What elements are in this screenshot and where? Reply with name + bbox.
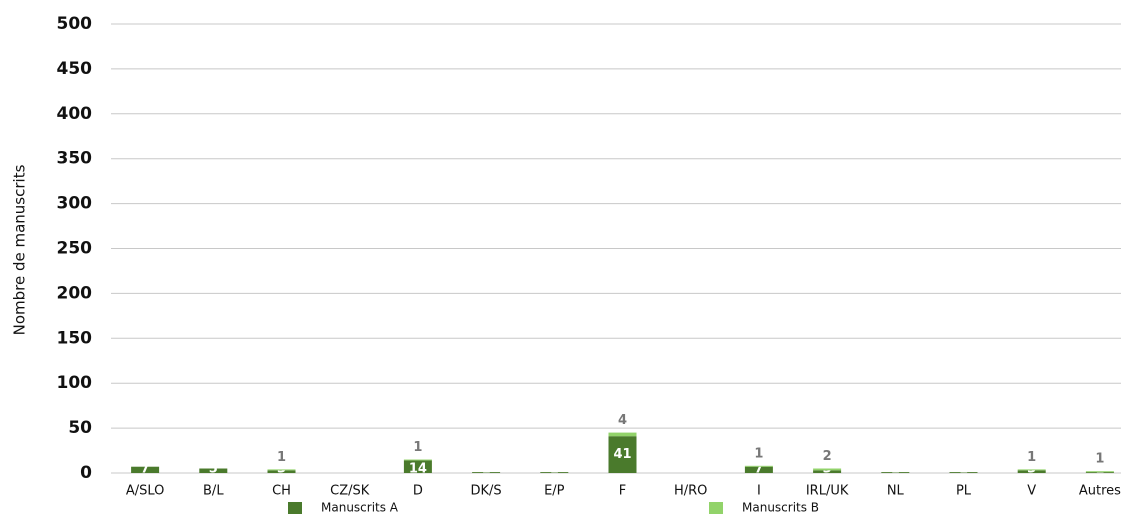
- x-tick-label: B/L: [203, 484, 224, 499]
- x-tick-label: IRL/UK: [806, 484, 849, 499]
- y-axis-label: Nombre de manuscrits: [11, 164, 29, 335]
- y-tick-label: 0: [80, 463, 92, 483]
- bar-segment: [608, 436, 637, 473]
- bar-segment: [881, 472, 910, 473]
- data-label: 1: [550, 462, 559, 477]
- y-tick-label: 500: [57, 14, 93, 34]
- bar-segment: [267, 470, 296, 473]
- data-label: 3: [277, 462, 286, 477]
- data-label: 4: [618, 413, 627, 428]
- data-label: 1: [1095, 462, 1104, 477]
- x-tick-label: NL: [887, 484, 905, 499]
- data-label: 41: [613, 447, 631, 462]
- x-tick-label: A/SLO: [126, 484, 165, 499]
- bar-segment: [1085, 472, 1114, 473]
- bar-segment: [199, 468, 228, 473]
- x-tick-label: CZ/SK: [330, 484, 370, 499]
- bar-segment: [1085, 471, 1114, 473]
- data-label: 1: [754, 446, 763, 461]
- data-label: 1: [482, 462, 491, 477]
- data-label: 1: [959, 462, 968, 477]
- bar-segment: [813, 468, 842, 471]
- legend-swatch: [288, 502, 302, 514]
- legend-label: Manuscrits A: [321, 501, 399, 515]
- bar-segment: [1017, 469, 1046, 471]
- data-label: 1: [891, 462, 900, 477]
- data-label: 3: [1027, 462, 1036, 477]
- data-label: 1: [1095, 452, 1104, 467]
- legend-swatch: [709, 502, 723, 514]
- legend-label: Manuscrits B: [742, 501, 819, 515]
- bar-segment: [813, 470, 842, 473]
- data-label: 14: [409, 462, 427, 477]
- data-label: 1: [413, 440, 422, 455]
- bar-segment: [267, 469, 296, 471]
- data-label: 1: [277, 450, 286, 465]
- y-tick-label: 200: [57, 283, 93, 303]
- bar-segment: [949, 472, 978, 473]
- data-label: 1: [1027, 450, 1036, 465]
- bar-segment: [608, 432, 637, 437]
- y-tick-label: 50: [68, 418, 92, 438]
- y-tick-label: 400: [57, 104, 93, 124]
- x-tick-label: H/RO: [674, 484, 707, 499]
- y-tick-label: 450: [57, 59, 93, 79]
- x-tick-label: Autres: [1079, 484, 1121, 499]
- bar-segment: [540, 472, 569, 473]
- bar-segment: [403, 459, 432, 461]
- x-tick-label: CH: [272, 484, 291, 499]
- y-tick-label: 100: [57, 373, 93, 393]
- y-tick-label: 250: [57, 239, 93, 259]
- x-tick-label: D: [413, 484, 423, 499]
- x-tick-label: I: [757, 484, 761, 499]
- x-tick-label: F: [619, 484, 626, 499]
- y-tick-label: 300: [57, 194, 93, 214]
- x-tick-label: E/P: [544, 484, 565, 499]
- x-tick-label: DK/S: [471, 484, 502, 499]
- data-label: 7: [141, 462, 150, 477]
- bar-segment: [744, 466, 773, 473]
- data-label: 5: [209, 462, 218, 477]
- bar-segment: [403, 460, 432, 473]
- x-tick-label: PL: [956, 484, 972, 499]
- y-tick-label: 350: [57, 149, 93, 169]
- data-label: 7: [754, 462, 763, 477]
- y-tick-label: 150: [57, 328, 93, 348]
- x-tick-label: V: [1027, 484, 1036, 499]
- bar-segment: [472, 472, 501, 473]
- bar-segment: [1017, 470, 1046, 473]
- data-label: 2: [823, 449, 832, 464]
- bar-segment: [744, 465, 773, 467]
- bar-segment: [131, 466, 160, 473]
